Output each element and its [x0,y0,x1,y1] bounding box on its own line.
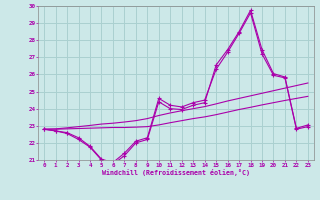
X-axis label: Windchill (Refroidissement éolien,°C): Windchill (Refroidissement éolien,°C) [102,169,250,176]
